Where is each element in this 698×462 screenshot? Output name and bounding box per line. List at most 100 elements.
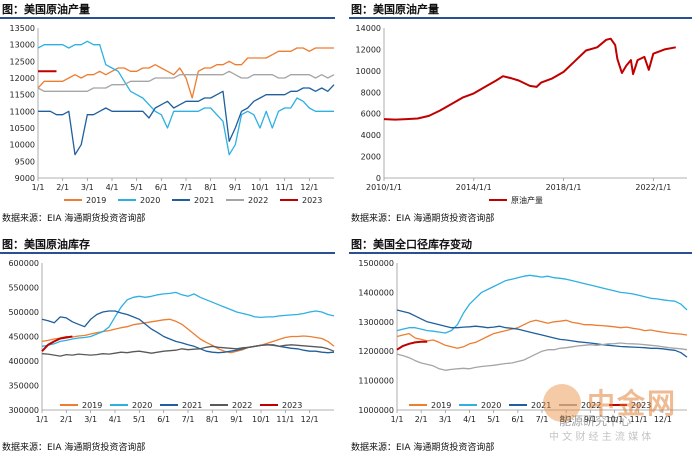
legend-label: 2020 — [481, 401, 501, 410]
x-tick-label: 7/1 — [536, 415, 549, 424]
y-tick-label: 13500 — [10, 24, 35, 33]
title-underline — [349, 252, 692, 254]
series-line-2020 — [41, 291, 335, 347]
y-tick-label: 0 — [376, 174, 381, 183]
legend-label: 原油产量 — [511, 195, 543, 205]
title-underline — [0, 252, 335, 254]
y-tick-label: 11500 — [10, 91, 35, 100]
legend-label: 2019 — [86, 196, 106, 205]
chart-svg: 0 2000 4000 6000 8000 10000 12000 14000 2010/1/1… — [356, 24, 687, 205]
panel-crude-production-seasonal: 图：美国原油产量 9000 9500 10000 10500 11000 11500 120… — [0, 0, 349, 227]
legend-label: 2022 — [248, 196, 268, 205]
x-tick-label: 11/1 — [630, 415, 648, 424]
x-tick-label: 10/1 — [251, 183, 269, 192]
x-tick-label: 9/1 — [229, 183, 242, 192]
x-tick-label: 2010/1/1 — [366, 183, 402, 192]
x-tick-label: 1/1 — [36, 415, 49, 424]
y-tick-label: 9500 — [15, 157, 35, 166]
y-tick-label: 10000 — [10, 141, 35, 150]
x-tick-label: 12/1 — [654, 415, 672, 424]
y-tick-label: 1300000 — [358, 318, 394, 327]
x-tick-label: 12/1 — [300, 183, 318, 192]
x-tick-label: 9/1 — [584, 415, 597, 424]
y-tick-label: 12000 — [356, 45, 381, 54]
y-tick-label: 450000 — [8, 333, 39, 342]
source-note: 数据来源：EIA 海通期货投资咨询部 — [351, 443, 495, 453]
series-line-2022 — [396, 342, 688, 371]
x-tick-label: 7/1 — [182, 415, 195, 424]
x-tick-label: 11/1 — [276, 183, 294, 192]
legend-label: 2021 — [531, 401, 551, 410]
legend-label: 2020 — [140, 196, 160, 205]
y-tick-label: 1200000 — [358, 347, 394, 356]
x-tick-label: 8/1 — [204, 183, 217, 192]
x-tick-label: 5/1 — [487, 415, 500, 424]
legend-label: 2021 — [182, 401, 202, 410]
series-line-2019 — [37, 47, 334, 99]
panel-crude-inventory: 图：美国原油库存 300000 350000 400000 450000 500000 5… — [0, 235, 349, 462]
x-tick-label: 5/1 — [130, 183, 143, 192]
legend-label: 2023 — [282, 401, 302, 410]
y-tick-label: 300000 — [8, 406, 39, 415]
legend-label: 2020 — [132, 401, 152, 410]
title-underline — [0, 17, 335, 19]
chart-title: 图：美国原油库存 — [2, 238, 90, 251]
series-line-2019 — [396, 319, 688, 349]
x-tick-label: 10/1 — [252, 415, 270, 424]
legend-label: 2023 — [302, 196, 322, 205]
x-tick-label: 2022/1/1 — [635, 183, 671, 192]
x-tick-label: 2/1 — [56, 183, 69, 192]
x-tick-label: 7/1 — [180, 183, 193, 192]
chart-title: 图：美国原油产量 — [2, 3, 90, 16]
panel-total-inventory-change: 图：美国全口径库存变动 1000000 1100000 1200000 1300000… — [349, 235, 698, 462]
y-tick-label: 400000 — [8, 357, 39, 366]
chart-title: 图：美国原油产量 — [351, 3, 439, 16]
chart-title: 图：美国全口径库存变动 — [351, 238, 472, 251]
x-tick-label: 1/1 — [391, 415, 404, 424]
series-line-2021 — [396, 309, 688, 358]
source-note: 数据来源：EIA 海通期货投资咨询部 — [2, 443, 146, 453]
x-tick-label: 11/1 — [276, 415, 294, 424]
x-tick-label: 8/1 — [560, 415, 573, 424]
y-tick-label: 10000 — [356, 67, 381, 76]
source-note: 数据来源：EIA 海通期货投资咨询部 — [2, 214, 146, 224]
y-tick-label: 10500 — [10, 124, 35, 133]
x-tick-label: 9/1 — [230, 415, 243, 424]
legend-label: 2023 — [631, 401, 651, 410]
x-tick-label: 2/1 — [60, 415, 73, 424]
y-tick-label: 12000 — [10, 74, 35, 83]
y-tick-label: 350000 — [8, 382, 39, 391]
legend-label: 2022 — [581, 401, 601, 410]
y-tick-label: 1400000 — [358, 288, 394, 297]
legend-label: 2019 — [82, 401, 102, 410]
y-tick-label: 12500 — [10, 57, 35, 66]
chart-svg: 1000000 1100000 1200000 1300000 1400000 15000… — [358, 259, 688, 424]
legend-label: 2019 — [431, 401, 451, 410]
y-tick-label: 1000000 — [358, 406, 394, 415]
x-tick-label: 2018/1/1 — [546, 183, 582, 192]
y-tick-label: 1100000 — [358, 377, 394, 386]
x-tick-label: 4/1 — [463, 415, 476, 424]
y-tick-label: 600000 — [8, 259, 39, 268]
y-tick-label: 8000 — [361, 88, 381, 97]
series-line-2022 — [41, 344, 335, 357]
source-note: 数据来源：EIA 海通期货投资咨询部 — [351, 214, 495, 224]
series-line-2022 — [37, 70, 335, 92]
x-tick-label: 1/1 — [32, 183, 45, 192]
series-line-2023 — [41, 335, 73, 352]
legend-label: 2022 — [232, 401, 252, 410]
series-line-2021 — [41, 310, 335, 354]
series-line-2021 — [38, 84, 335, 156]
chart-svg: 300000 350000 400000 450000 500000 550000 6000… — [8, 259, 335, 424]
y-tick-label: 9000 — [15, 174, 35, 183]
panel-crude-production-history: 图：美国原油产量 0 2000 4000 6000 8000 10000 12000 1400… — [349, 0, 698, 227]
y-tick-label: 1500000 — [358, 259, 394, 268]
y-tick-label: 500000 — [8, 308, 39, 317]
x-tick-label: 5/1 — [133, 415, 146, 424]
y-tick-label: 13000 — [10, 41, 35, 50]
y-tick-label: 14000 — [356, 24, 381, 33]
y-tick-label: 4000 — [361, 131, 381, 140]
x-tick-label: 12/1 — [301, 415, 319, 424]
chart-svg: 9000 9500 10000 10500 11000 11500 12000 12500 13… — [10, 24, 335, 205]
x-tick-label: 8/1 — [206, 415, 219, 424]
